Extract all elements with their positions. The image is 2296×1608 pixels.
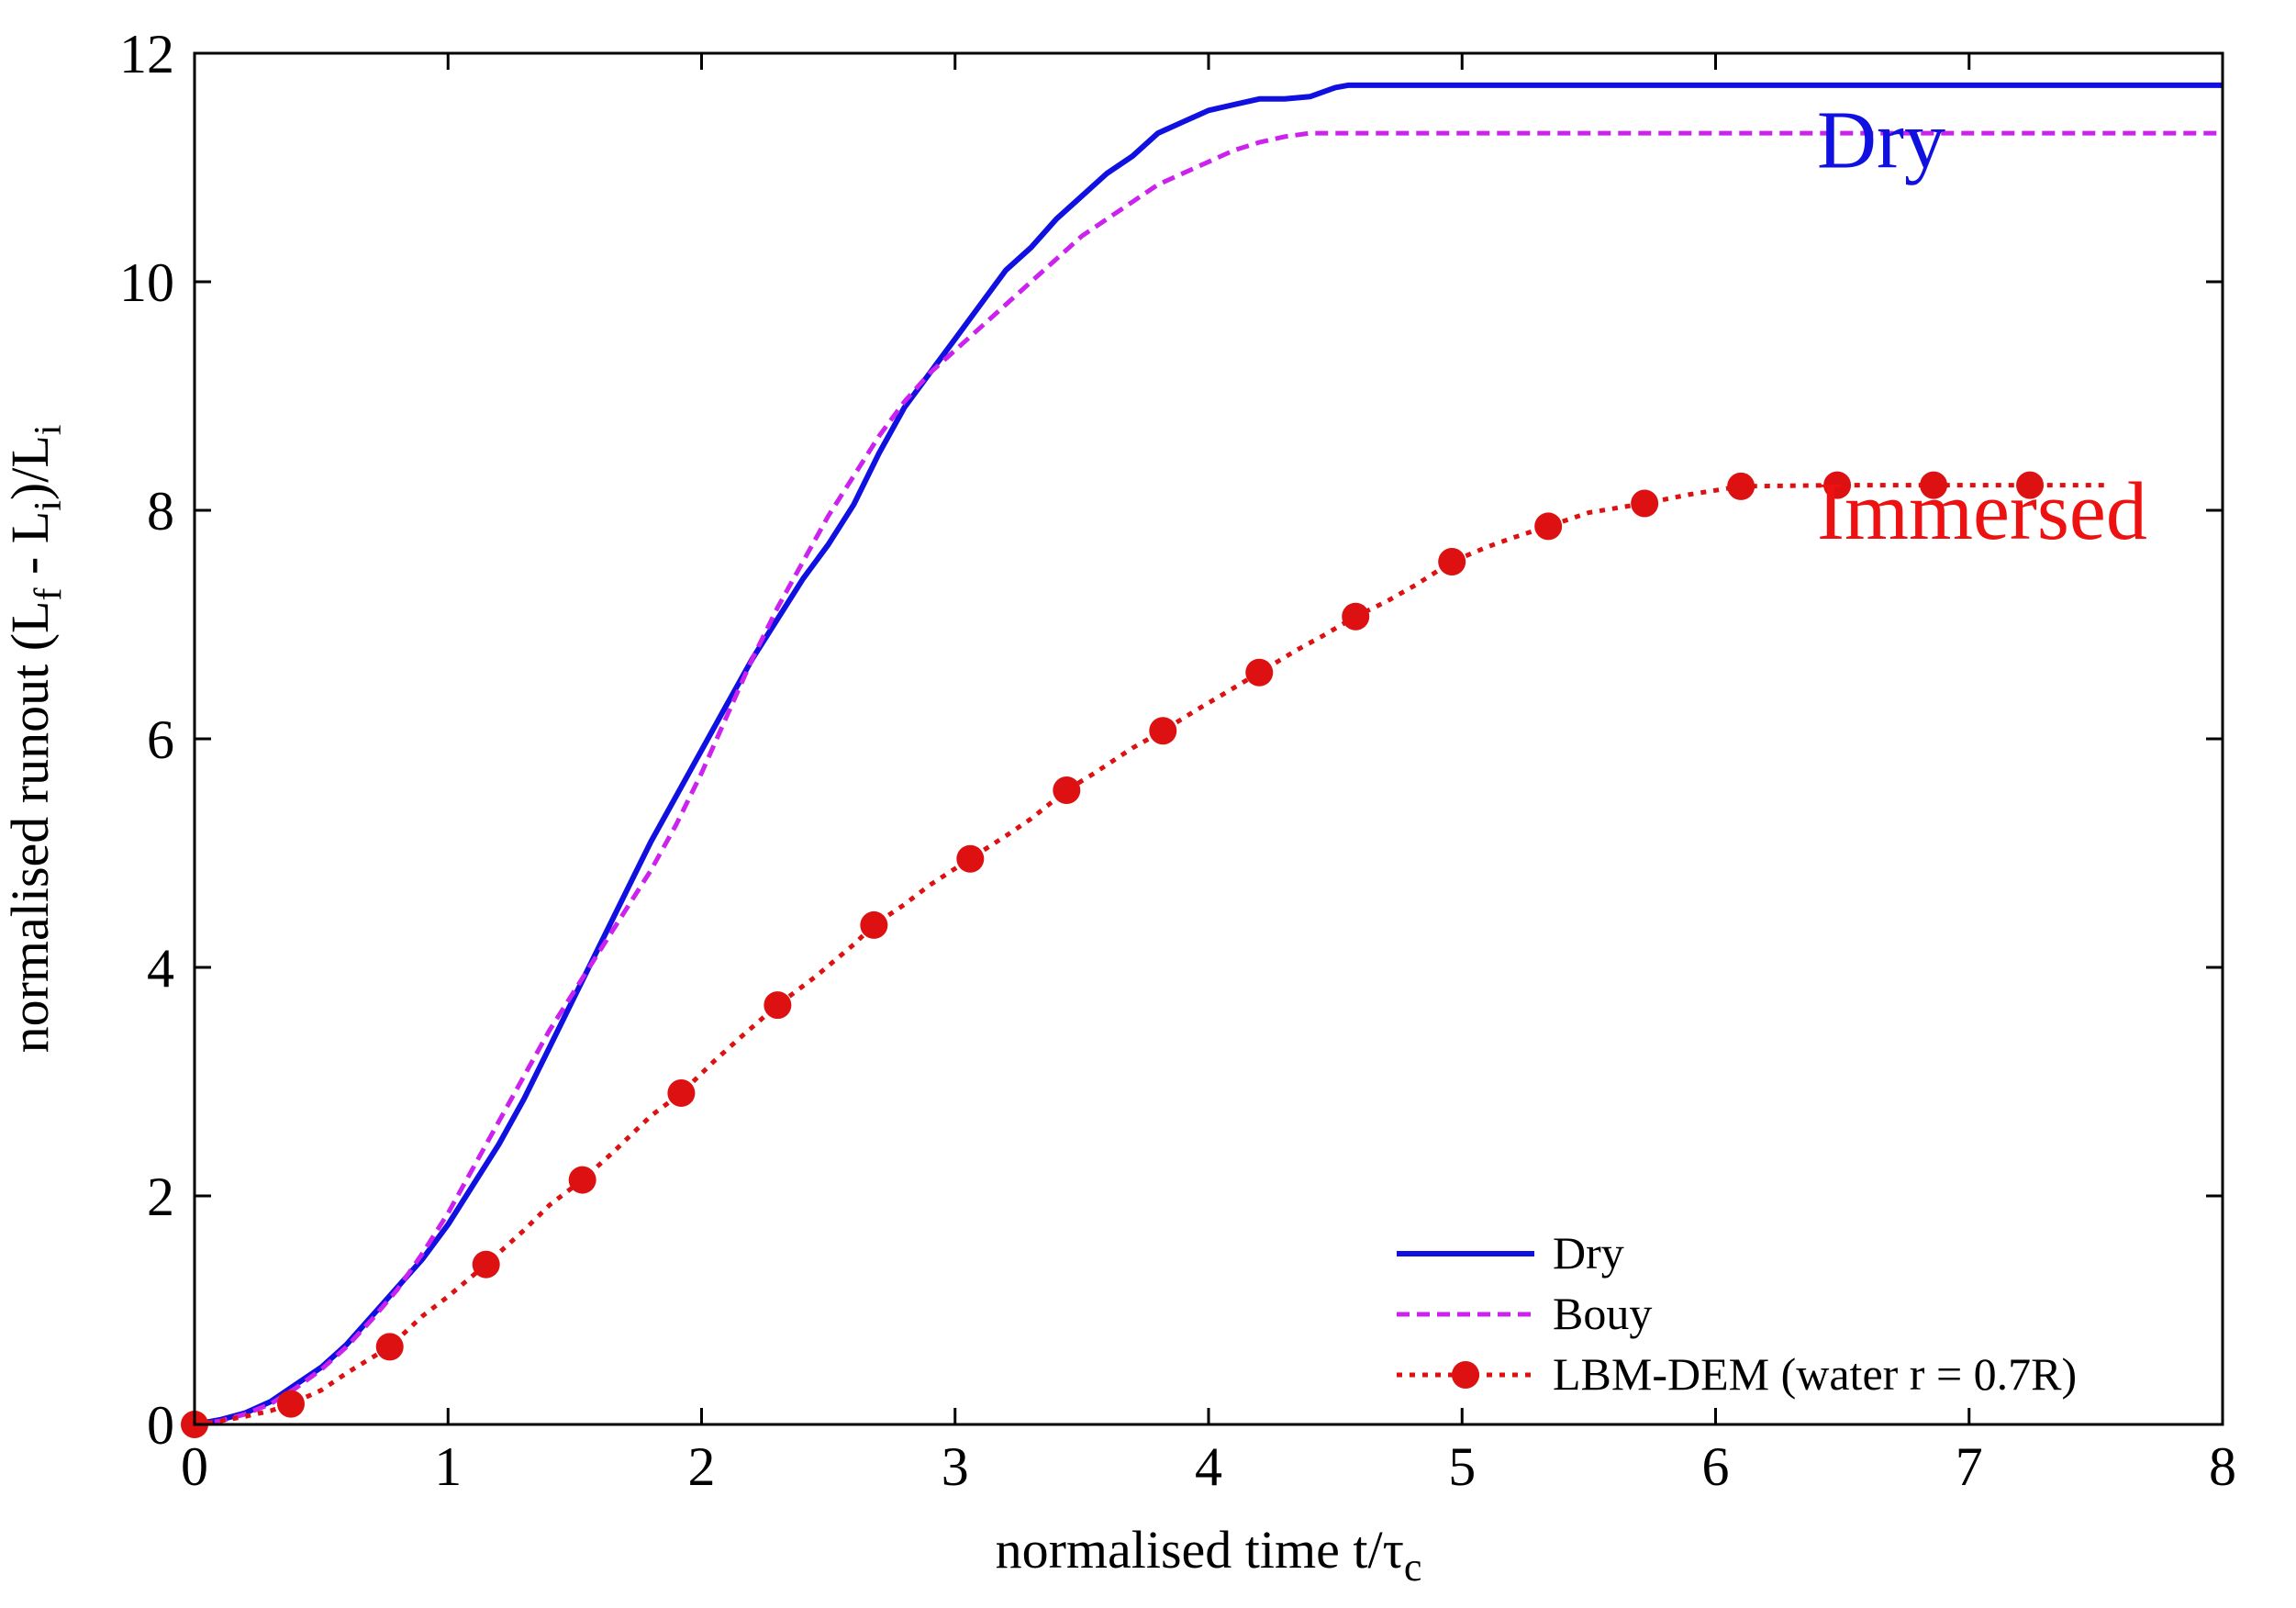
x-tick-label: 7: [1956, 1436, 1983, 1497]
y-axis-label-part: )/L: [0, 435, 60, 500]
data-point-lbm-dem: [1342, 602, 1370, 631]
y-axis-label-part: normalised runout (L: [0, 601, 60, 1054]
y-axis-label-sub: i: [28, 425, 70, 436]
x-tick-label: 3: [942, 1436, 969, 1497]
data-point-lbm-dem: [375, 1333, 404, 1361]
data-point-lbm-dem: [860, 910, 888, 939]
series-layer: [181, 82, 2223, 1438]
x-tick-label: 4: [1195, 1436, 1222, 1497]
x-tick-label: 6: [1702, 1436, 1730, 1497]
legend: Dry Bouy LBM-DEM (water r = 0.7R): [1397, 1227, 2077, 1400]
data-point-lbm-dem: [276, 1390, 305, 1418]
data-point-lbm-dem: [1631, 489, 1659, 518]
x-axis-label-main: normalised time t/τ: [996, 1520, 1404, 1580]
x-axis-label: normalised time t/τc: [996, 1520, 1422, 1590]
data-point-lbm-dem: [568, 1166, 596, 1194]
x-tick-label: 8: [2209, 1436, 2236, 1497]
y-axis-label-part: - L: [0, 511, 60, 588]
data-point-lbm-dem: [1727, 472, 1755, 500]
data-point-lbm-dem: [472, 1250, 500, 1279]
data-point-lbm-dem: [1534, 512, 1563, 541]
legend-marker-lbm-dem: [1452, 1361, 1479, 1389]
data-point-lbm-dem: [1823, 471, 1852, 499]
annotation-dry: Dry: [1817, 95, 1945, 186]
legend-label-bouy: Bouy: [1553, 1288, 1652, 1339]
series-line-bouy: [194, 130, 2223, 1427]
data-point-lbm-dem: [2016, 471, 2045, 499]
x-tick-label: 1: [434, 1436, 462, 1497]
y-tick-label: 8: [147, 481, 174, 542]
data-point-lbm-dem: [1149, 717, 1177, 745]
data-point-lbm-dem: [1245, 658, 1274, 687]
data-point-lbm-dem: [1053, 776, 1081, 805]
y-tick-label: 4: [147, 938, 174, 999]
data-point-lbm-dem: [956, 844, 985, 873]
data-point-lbm-dem: [667, 1078, 696, 1107]
y-tick-label: 12: [119, 24, 174, 84]
data-point-lbm-dem: [1438, 548, 1466, 576]
y-tick-label: 0: [147, 1395, 174, 1456]
y-tick-label: 2: [147, 1167, 174, 1227]
y-axis-label-sub: i: [28, 500, 70, 511]
legend-label-lbm-dem: LBM-DEM (water r = 0.7R): [1553, 1348, 2077, 1400]
legend-label-dry: Dry: [1553, 1227, 1624, 1279]
y-tick-label: 10: [119, 252, 174, 313]
x-tick-label: 0: [181, 1436, 208, 1497]
y-axis-label: normalised runout (Lf - Li)/Li: [0, 425, 70, 1054]
y-tick-label: 6: [147, 709, 174, 770]
series-line-lbm-dem: [194, 483, 2109, 1427]
x-tick-label: 2: [688, 1436, 716, 1497]
data-point-lbm-dem: [763, 991, 792, 1020]
x-axis-label-sub: c: [1404, 1545, 1422, 1590]
y-axis-label-sub: f: [28, 588, 70, 601]
annotation-immersed: Immersed: [1817, 466, 2147, 557]
series-line-dry: [194, 82, 2223, 1427]
data-point-lbm-dem: [1920, 471, 1948, 499]
x-tick-label: 5: [1448, 1436, 1476, 1497]
